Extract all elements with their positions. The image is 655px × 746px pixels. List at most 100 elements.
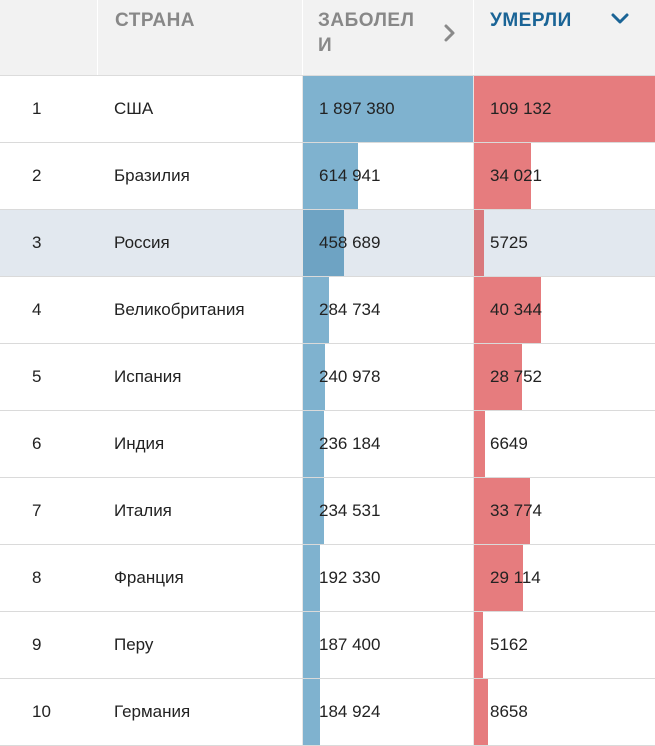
row-rank: 3 [32, 233, 42, 252]
deaths-value: 5162 [490, 635, 528, 654]
table-row[interactable]: 1 США 1 897 380 109 132 [0, 76, 655, 143]
cases-bar [303, 76, 473, 142]
deaths-cell: 5725 [473, 210, 655, 276]
cases-bar [303, 277, 329, 343]
cases-cell: 236 184 [302, 411, 473, 477]
row-country: Испания [114, 367, 182, 386]
header-deaths-column[interactable]: УМЕРЛИ [473, 0, 655, 75]
table-row[interactable]: 2 Бразилия 614 941 34 021 [0, 143, 655, 210]
table-row[interactable]: 10 Германия 184 924 8658 [0, 679, 655, 746]
row-country: США [114, 99, 154, 118]
deaths-bar [474, 612, 483, 678]
row-country: Франция [114, 568, 184, 587]
deaths-cell: 33 774 [473, 478, 655, 544]
deaths-bar [474, 411, 485, 477]
cases-value: 184 924 [319, 702, 381, 721]
cases-cell: 234 531 [302, 478, 473, 544]
row-country: Россия [114, 233, 170, 252]
row-country: Бразилия [114, 166, 190, 185]
header-country-column[interactable]: СТРАНА [97, 0, 302, 75]
deaths-cell: 29 114 [473, 545, 655, 611]
header-cases-label: ЗАБОЛЕЛИ [318, 10, 415, 56]
row-country: Германия [114, 702, 191, 721]
row-rank: 10 [32, 702, 51, 721]
cases-bar [303, 411, 324, 477]
cases-value: 240 978 [319, 367, 381, 386]
cases-value: 234 531 [319, 501, 381, 520]
cases-value: 458 689 [319, 233, 381, 252]
chevron-right-icon[interactable] [438, 22, 460, 44]
cases-cell: 187 400 [302, 612, 473, 678]
cases-cell: 240 978 [302, 344, 473, 410]
header-cases-column[interactable]: ЗАБОЛЕЛИ [302, 0, 473, 75]
row-rank: 4 [32, 300, 42, 319]
table-row[interactable]: 6 Индия 236 184 6649 [0, 411, 655, 478]
deaths-cell: 40 344 [473, 277, 655, 343]
cases-bar [303, 344, 325, 410]
deaths-bar [474, 545, 523, 611]
deaths-bar [474, 143, 531, 209]
row-country: Индия [114, 434, 165, 453]
header-deaths-label: УМЕРЛИ [490, 10, 572, 31]
cases-cell: 184 924 [302, 679, 473, 745]
deaths-bar [474, 210, 484, 276]
deaths-bar [474, 277, 541, 343]
deaths-cell: 5162 [473, 612, 655, 678]
table-header: СТРАНА ЗАБОЛЕЛИ УМЕРЛИ [0, 0, 655, 76]
cases-bar [303, 478, 324, 544]
deaths-bar [474, 76, 655, 142]
header-country-label: СТРАНА [115, 10, 196, 31]
cases-bar [303, 210, 344, 276]
deaths-cell: 28 752 [473, 344, 655, 410]
deaths-cell: 8658 [473, 679, 655, 745]
table-row[interactable]: 8 Франция 192 330 29 114 [0, 545, 655, 612]
deaths-bar [474, 344, 522, 410]
table-row[interactable]: 7 Италия 234 531 33 774 [0, 478, 655, 545]
table-body: 1 США 1 897 380 109 132 2 Бразилия 614 941 34 0… [0, 76, 655, 746]
deaths-bar [474, 478, 530, 544]
table-row[interactable]: 4 Великобритания 284 734 40 344 [0, 277, 655, 344]
cases-cell: 1 897 380 [302, 76, 473, 142]
row-rank: 8 [32, 568, 42, 587]
row-rank: 7 [32, 501, 42, 520]
cases-bar [303, 612, 320, 678]
cases-bar [303, 143, 358, 209]
table-row[interactable]: 5 Испания 240 978 28 752 [0, 344, 655, 411]
row-country: Италия [114, 501, 172, 520]
table-row[interactable]: 3 Россия 458 689 5725 [0, 210, 655, 277]
cases-value: 236 184 [319, 434, 381, 453]
deaths-value: 8658 [490, 702, 528, 721]
deaths-cell: 34 021 [473, 143, 655, 209]
cases-cell: 614 941 [302, 143, 473, 209]
row-country: Великобритания [114, 300, 245, 319]
cases-value: 192 330 [319, 568, 381, 587]
deaths-value: 34 021 [490, 166, 542, 185]
table-row[interactable]: 9 Перу 187 400 5162 [0, 612, 655, 679]
cases-bar [303, 679, 320, 745]
row-rank: 9 [32, 635, 42, 654]
cases-bar [303, 545, 320, 611]
chevron-down-icon[interactable] [609, 8, 631, 30]
cases-cell: 192 330 [302, 545, 473, 611]
deaths-value: 29 114 [490, 568, 541, 587]
cases-value: 614 941 [319, 166, 381, 185]
deaths-value: 28 752 [490, 367, 542, 386]
row-rank: 2 [32, 166, 42, 185]
deaths-value: 40 344 [490, 300, 542, 319]
deaths-cell: 109 132 [473, 76, 655, 142]
deaths-value: 5725 [490, 233, 528, 252]
cases-cell: 284 734 [302, 277, 473, 343]
deaths-value: 6649 [490, 434, 528, 453]
row-rank: 1 [32, 99, 42, 118]
cases-value: 1 897 380 [319, 99, 395, 118]
cases-value: 284 734 [319, 300, 381, 319]
cases-value: 187 400 [319, 635, 381, 654]
deaths-value: 33 774 [490, 501, 542, 520]
deaths-value: 109 132 [490, 99, 552, 118]
row-rank: 5 [32, 367, 42, 386]
cases-cell: 458 689 [302, 210, 473, 276]
row-rank: 6 [32, 434, 42, 453]
header-rank-column [0, 0, 97, 75]
deaths-cell: 6649 [473, 411, 655, 477]
row-country: Перу [114, 635, 154, 654]
